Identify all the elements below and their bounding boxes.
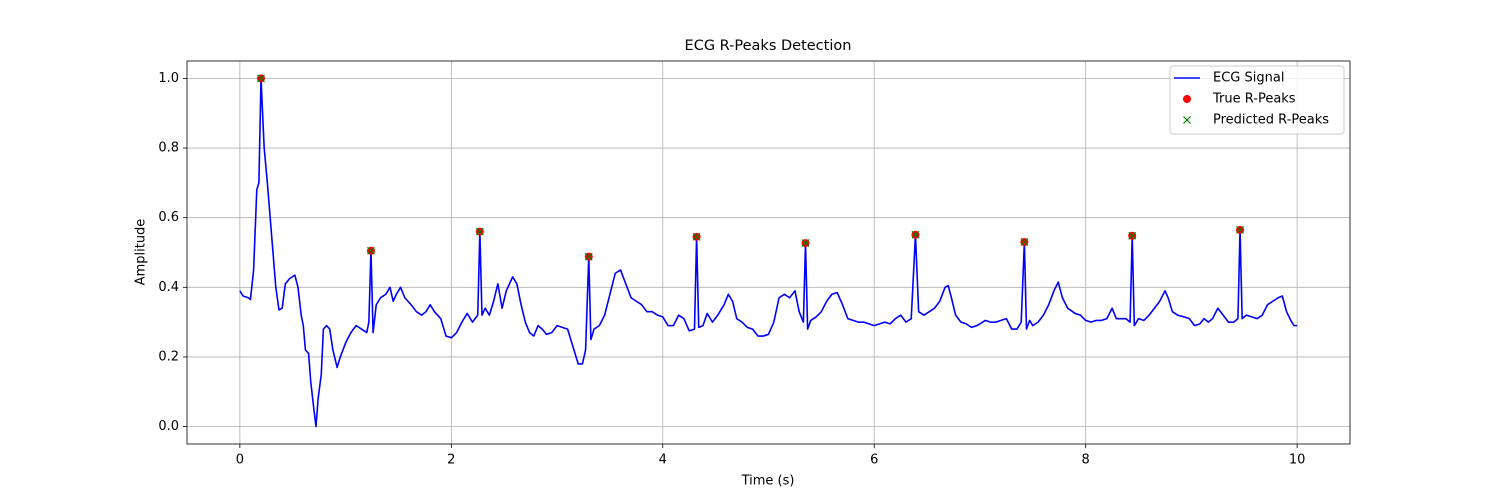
legend-marker <box>1183 116 1191 124</box>
predicted-peak <box>692 232 701 241</box>
x-axis-label: Time (s) <box>741 474 795 489</box>
predicted-peak <box>1020 238 1029 246</box>
predicted-peak <box>911 230 920 239</box>
plot-frame <box>186 60 1351 445</box>
predicted-peak <box>475 227 484 236</box>
x-tick-label: 0 <box>236 453 244 468</box>
predicted-peak <box>1236 225 1244 234</box>
predicted-peak <box>1128 231 1137 240</box>
predicted-peak <box>367 246 375 255</box>
legend-box <box>1169 65 1345 135</box>
x-tick-label: 10 <box>1289 453 1306 468</box>
x-tick-label: 4 <box>659 453 667 468</box>
y-tick-label: 0.8 <box>158 141 179 156</box>
y-tick-label: 0.4 <box>158 280 179 295</box>
x-tick-label: 8 <box>1082 453 1090 468</box>
legend-label: True R-Peaks <box>1212 92 1296 107</box>
y-tick-label: 0.2 <box>158 349 179 364</box>
y-axis-label: Amplitude <box>134 219 149 286</box>
x-tick-label: 6 <box>870 453 878 468</box>
y-tick-label: 1.0 <box>158 71 179 86</box>
legend-label: ECG Signal <box>1213 71 1284 86</box>
y-tick-label: 0.0 <box>158 419 179 434</box>
chart-title: ECG R-Peaks Detection <box>685 38 852 54</box>
legend-label: Predicted R-Peaks <box>1213 113 1329 128</box>
predicted-peak <box>584 252 593 261</box>
y-tick-label: 0.6 <box>158 210 179 225</box>
predicted-peak <box>801 239 810 248</box>
predicted-peak <box>257 74 265 83</box>
ecg-line <box>239 77 1298 428</box>
x-tick-label: 2 <box>447 453 455 468</box>
legend-marker <box>1183 95 1191 103</box>
